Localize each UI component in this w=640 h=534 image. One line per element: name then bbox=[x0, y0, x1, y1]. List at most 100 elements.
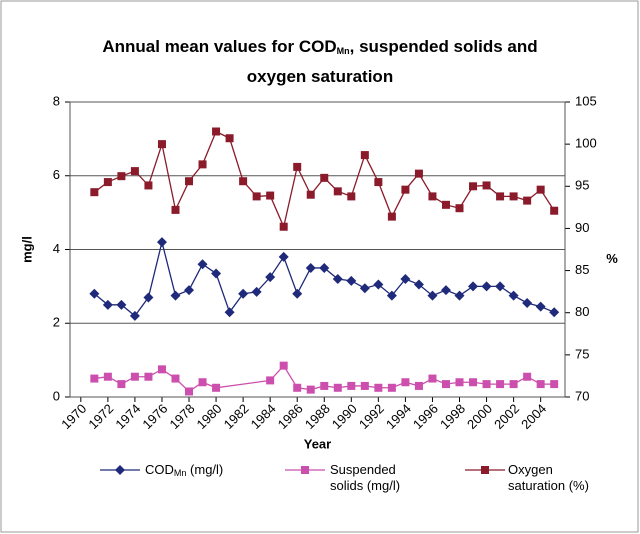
marker bbox=[550, 206, 559, 215]
y-axis-label: mg/l bbox=[19, 236, 34, 263]
y2-tick-label: 95 bbox=[575, 178, 589, 193]
marker bbox=[413, 279, 424, 290]
marker bbox=[482, 181, 491, 190]
marker bbox=[360, 381, 369, 390]
marker bbox=[535, 301, 546, 312]
x-tick-label: 1990 bbox=[329, 401, 360, 432]
y2-tick-label: 70 bbox=[575, 388, 589, 403]
marker bbox=[414, 381, 423, 390]
marker bbox=[549, 307, 560, 318]
series-line bbox=[93, 241, 555, 317]
legend-subscript: Mn bbox=[173, 468, 187, 478]
marker bbox=[441, 200, 450, 209]
marker bbox=[171, 205, 180, 214]
marker bbox=[468, 281, 479, 292]
marker bbox=[374, 178, 383, 187]
title-subscript: Mn bbox=[336, 46, 350, 56]
marker bbox=[266, 376, 275, 385]
marker bbox=[346, 275, 357, 286]
marker bbox=[401, 378, 410, 387]
x-tick-label: 1988 bbox=[302, 401, 333, 432]
legend-text: COD bbox=[145, 462, 174, 477]
marker bbox=[455, 378, 464, 387]
x-tick-label: 1978 bbox=[167, 401, 198, 432]
marker bbox=[455, 204, 464, 213]
marker bbox=[212, 383, 221, 392]
x-tick-label: 1994 bbox=[383, 401, 414, 432]
marker bbox=[170, 290, 181, 301]
y2-axis-label: % bbox=[606, 251, 618, 266]
marker bbox=[536, 380, 545, 389]
marker bbox=[197, 259, 208, 270]
marker bbox=[252, 192, 261, 201]
y-tick-label: 8 bbox=[53, 93, 60, 108]
marker bbox=[212, 127, 221, 136]
marker bbox=[157, 365, 166, 374]
marker bbox=[102, 299, 113, 310]
marker bbox=[495, 281, 506, 292]
marker bbox=[185, 177, 194, 186]
marker bbox=[374, 383, 383, 392]
marker bbox=[441, 380, 450, 389]
y-tick-label: 4 bbox=[53, 241, 60, 256]
legend-label: Suspended solids (mg/l) bbox=[330, 462, 401, 493]
marker bbox=[306, 190, 315, 199]
marker bbox=[130, 372, 139, 381]
x-tick-label: 1996 bbox=[410, 401, 441, 432]
marker bbox=[333, 187, 342, 196]
marker bbox=[509, 380, 518, 389]
x-tick-label: 1972 bbox=[85, 401, 116, 432]
marker bbox=[469, 378, 478, 387]
x-tick-label: 1992 bbox=[356, 401, 387, 432]
marker bbox=[305, 262, 316, 273]
marker bbox=[387, 383, 396, 392]
marker bbox=[156, 237, 167, 248]
marker bbox=[239, 177, 248, 186]
marker bbox=[144, 181, 153, 190]
x-tick-label: 1986 bbox=[275, 401, 306, 432]
x-tick-label: 1976 bbox=[139, 401, 170, 432]
marker bbox=[157, 140, 166, 149]
marker bbox=[184, 285, 195, 296]
marker bbox=[225, 134, 234, 143]
y-tick-label: 2 bbox=[53, 315, 60, 330]
marker bbox=[103, 178, 112, 187]
marker bbox=[117, 172, 126, 181]
legend-label: Oxygen saturation (%) bbox=[508, 462, 589, 493]
marker bbox=[90, 188, 99, 197]
marker bbox=[89, 288, 100, 299]
marker bbox=[550, 380, 559, 389]
y2-tick-label: 85 bbox=[575, 262, 589, 277]
marker bbox=[301, 466, 309, 474]
marker bbox=[251, 286, 262, 297]
plot-border bbox=[69, 101, 566, 398]
x-tick-label: 2004 bbox=[518, 401, 549, 432]
marker bbox=[185, 387, 194, 396]
marker bbox=[130, 167, 139, 176]
marker bbox=[347, 381, 356, 390]
x-tick-label: 1998 bbox=[437, 401, 468, 432]
marker bbox=[279, 361, 288, 370]
y-tick-label: 6 bbox=[53, 167, 60, 182]
marker bbox=[279, 222, 288, 231]
marker bbox=[523, 372, 532, 381]
y2-tick-label: 100 bbox=[575, 136, 597, 151]
title-text: , suspended solids and oxygen saturation bbox=[246, 37, 538, 86]
marker bbox=[428, 192, 437, 201]
marker bbox=[522, 297, 533, 308]
marker bbox=[440, 285, 451, 296]
marker bbox=[359, 283, 370, 294]
marker bbox=[115, 465, 125, 475]
marker bbox=[198, 160, 207, 169]
marker bbox=[266, 191, 275, 200]
marker bbox=[523, 196, 532, 205]
y2-tick-label: 75 bbox=[575, 346, 589, 361]
marker bbox=[306, 385, 315, 394]
marker bbox=[224, 307, 235, 318]
x-tick-label: 1980 bbox=[194, 401, 225, 432]
y-tick-label: 0 bbox=[53, 388, 60, 403]
marker bbox=[496, 192, 505, 201]
